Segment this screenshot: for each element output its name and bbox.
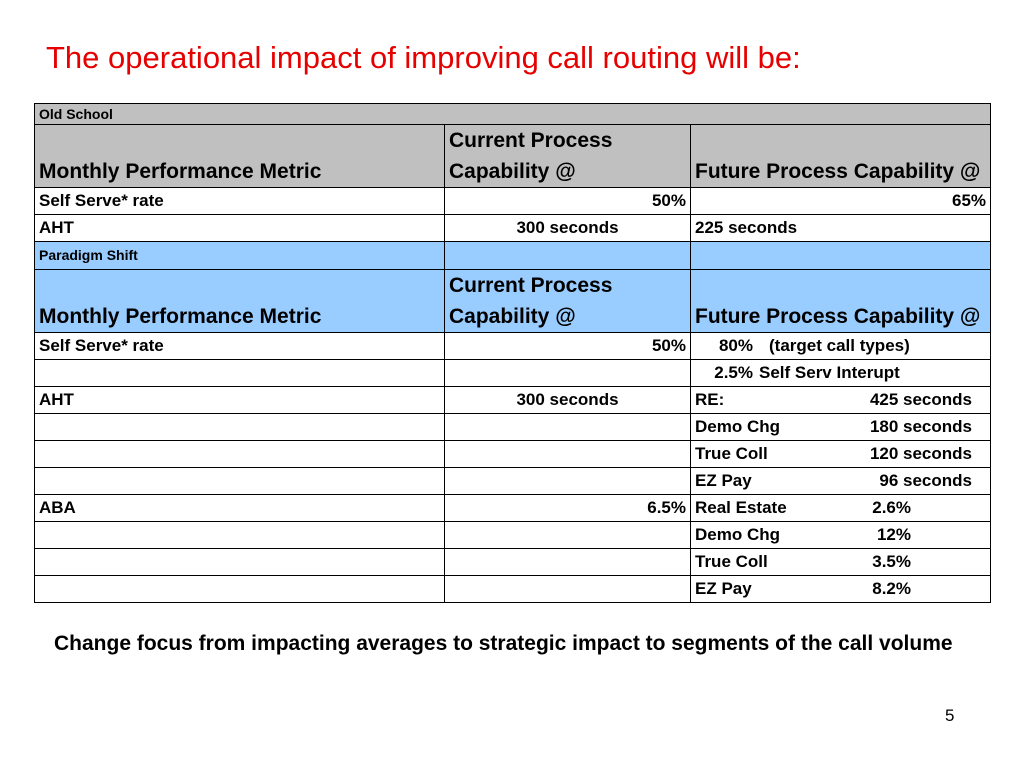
metric-cell — [34, 413, 445, 441]
segment-label: Demo Chg — [695, 525, 780, 544]
segment-label: True Coll — [695, 444, 768, 463]
header-row: Monthly Performance Metric Current Proce… — [34, 269, 992, 333]
segment-label: EZ Pay — [695, 579, 752, 598]
metric-cell — [34, 440, 445, 468]
metrics-table: Old School Monthly Performance Metric Cu… — [33, 103, 992, 603]
current-cell: 6.5% — [444, 494, 691, 522]
segment-label: RE: — [695, 390, 725, 409]
section-label: Paradigm Shift — [34, 241, 445, 270]
segment-value: 3.5% — [872, 552, 911, 571]
section-row-old-school: Old School — [33, 103, 992, 125]
table-row: AHT 300 seconds 225 seconds — [34, 214, 992, 242]
future-cell: EZ Pay 96 seconds — [689, 467, 992, 495]
table-row: Self Serve* rate 50% 80% (target call typ… — [34, 332, 992, 360]
current-cell: 300 seconds — [444, 386, 691, 414]
table-row: 2.5% Self Serv Interupt — [34, 359, 992, 387]
future-value: 2.5% — [714, 363, 753, 382]
future-cell: True Coll 120 seconds — [689, 440, 992, 468]
future-cell: Demo Chg 12% — [689, 521, 992, 549]
page-number: 5 — [945, 706, 955, 725]
current-cell — [444, 359, 691, 387]
table-row: EZ Pay 96 seconds — [34, 467, 992, 495]
future-note: (target call types) — [769, 336, 910, 355]
section-label: Old School — [33, 103, 992, 125]
metric-cell: ABA — [34, 494, 445, 522]
future-cell: True Coll 3.5% — [689, 548, 992, 576]
segment-value: 2.6% — [872, 498, 911, 517]
segment-label: Real Estate — [695, 498, 787, 517]
metric-cell: AHT — [34, 214, 445, 242]
current-cell — [444, 575, 691, 603]
table-row: Self Serve* rate 50% 65% — [34, 187, 992, 215]
header-metric: Monthly Performance Metric — [34, 269, 445, 333]
segment-value: 180 seconds — [869, 417, 972, 436]
future-cell: EZ Pay 8.2% — [689, 575, 992, 603]
future-cell: 225 seconds — [689, 214, 992, 242]
header-future: Future Process Capability @ — [689, 124, 992, 188]
metric-cell: Self Serve* rate — [34, 187, 445, 215]
metric-cell — [34, 521, 445, 549]
segment-label: Demo Chg — [695, 417, 780, 436]
table-row: True Coll 120 seconds — [34, 440, 992, 468]
segment-value: 96 seconds — [879, 471, 972, 490]
table-row: ABA 6.5% Real Estate 2.6% — [34, 494, 992, 522]
segment-value: 12% — [876, 525, 911, 544]
header-row: Monthly Performance Metric Current Proce… — [34, 124, 992, 188]
current-cell: 50% — [444, 187, 691, 215]
segment-label: True Coll — [695, 552, 768, 571]
header-future: Future Process Capability @ — [689, 269, 992, 333]
future-cell: Demo Chg 180 seconds — [689, 413, 992, 441]
future-cell: 65% — [689, 187, 992, 215]
table-row: EZ Pay 8.2% — [34, 575, 992, 603]
metric-cell — [34, 548, 445, 576]
future-cell: 80% (target call types) — [689, 332, 992, 360]
table-row: Demo Chg 12% — [34, 521, 992, 549]
metric-cell: Self Serve* rate — [34, 332, 445, 360]
future-cell: RE: 425 seconds — [689, 386, 992, 414]
segment-label: EZ Pay — [695, 471, 752, 490]
current-cell — [444, 440, 691, 468]
current-cell: 50% — [444, 332, 691, 360]
table-row: True Coll 3.5% — [34, 548, 992, 576]
metric-cell: AHT — [34, 386, 445, 414]
current-cell — [444, 521, 691, 549]
section-row-paradigm-shift: Paradigm Shift — [34, 241, 992, 270]
header-metric: Monthly Performance Metric — [34, 124, 445, 188]
header-current: Current Process Capability @ — [444, 269, 691, 333]
metric-cell — [34, 467, 445, 495]
current-cell — [444, 413, 691, 441]
current-cell: 300 seconds — [444, 214, 691, 242]
table-row: Demo Chg 180 seconds — [34, 413, 992, 441]
footer-note: Change focus from impacting averages to … — [54, 632, 953, 655]
current-cell — [444, 548, 691, 576]
metric-cell — [34, 359, 445, 387]
future-note: Self Serv Interupt — [759, 363, 900, 382]
future-cell: Real Estate 2.6% — [689, 494, 992, 522]
segment-value: 120 seconds — [869, 444, 972, 463]
segment-value: 8.2% — [872, 579, 911, 598]
future-value: 80% — [718, 336, 753, 355]
segment-value: 425 seconds — [869, 390, 972, 409]
table-row: AHT 300 seconds RE: 425 seconds — [34, 386, 992, 414]
slide-title: The operational impact of improving call… — [46, 40, 801, 75]
current-cell — [444, 467, 691, 495]
header-current: Current Process Capability @ — [444, 124, 691, 188]
future-cell: 2.5% Self Serv Interupt — [689, 359, 992, 387]
metric-cell — [34, 575, 445, 603]
